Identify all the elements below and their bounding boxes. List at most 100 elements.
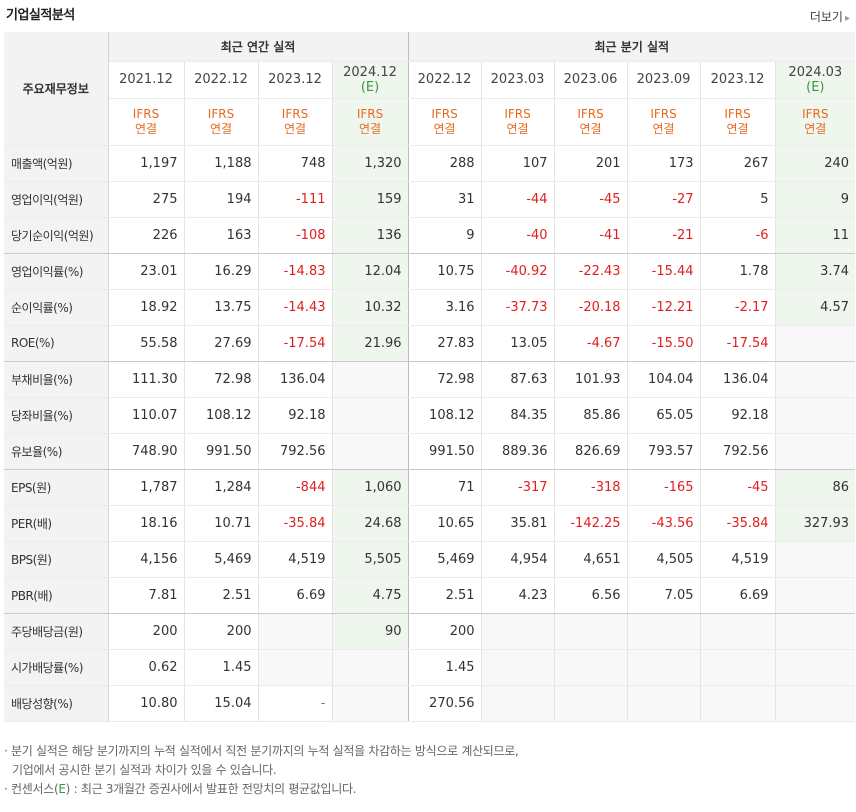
row-label: 순이익률(%) (4, 289, 109, 326)
value-cell: 7.81 (108, 577, 185, 614)
ifrs-badge: IFRS 연결 (408, 98, 482, 146)
ifrs-label: IFRS (577, 106, 604, 121)
value-cell: 5,469 (184, 541, 259, 578)
value-cell (258, 613, 333, 650)
row-label: 시가배당률(%) (4, 649, 109, 686)
value-cell (775, 433, 856, 470)
table-row: BPS(원) 4,156 5,469 4,519 5,505 5,469 4,954 4,65… (4, 541, 856, 578)
row-label: 매출액(억원) (4, 145, 109, 182)
value-cell: 1.45 (408, 649, 482, 686)
value-cell: -20.18 (554, 289, 628, 326)
value-cell: 27.69 (184, 325, 259, 362)
consolidated-label: 연결 (506, 121, 529, 136)
more-link[interactable]: 더보기 ▸ (810, 8, 850, 25)
value-cell (627, 685, 701, 722)
value-cell: 2.51 (408, 577, 482, 614)
footnote-consensus-post: ) : 최근 3개월간 증권사에서 발표한 전망치의 평균값입니다. (65, 782, 357, 796)
ifrs-header-row: IFRS 연결 IFRS 연결 IFRS 연결 IFRS 연결 IFRS 연결 IFRS 연결 IFRS… (4, 98, 856, 146)
value-cell: 107 (481, 145, 555, 182)
value-cell: -27 (627, 181, 701, 218)
value-cell: 5 (700, 181, 776, 218)
ifrs-badge: IFRS 연결 (554, 98, 628, 146)
value-cell: 748 (258, 145, 333, 182)
value-cell: 101.93 (554, 361, 628, 398)
table-row: 배당성향(%) 10.80 15.04- 270.56 (4, 685, 856, 722)
period-label: 2021.12 (119, 72, 173, 87)
period-header: 2023.03 (481, 61, 555, 99)
value-cell: 10.71 (184, 505, 259, 542)
value-cell: 31 (408, 181, 482, 218)
value-cell: 6.69 (258, 577, 333, 614)
estimate-marker: (E) (806, 79, 825, 95)
value-cell (258, 649, 333, 686)
value-cell: 1,787 (108, 469, 185, 506)
period-header: 2024.03 (E) (775, 61, 856, 99)
value-cell: 13.75 (184, 289, 259, 326)
value-cell: -17.54 (258, 325, 333, 362)
value-cell: 200 (408, 613, 482, 650)
row-label: PER(배) (4, 505, 109, 542)
value-cell: 72.98 (184, 361, 259, 398)
value-cell: 5,505 (332, 541, 409, 578)
ifrs-label: IFRS (504, 106, 531, 121)
period-header: 2023.09 (627, 61, 701, 99)
value-cell: 87.63 (481, 361, 555, 398)
value-cell: 173 (627, 145, 701, 182)
value-cell: -35.84 (700, 505, 776, 542)
value-cell: 240 (775, 145, 856, 182)
value-cell: 267 (700, 145, 776, 182)
value-cell: -22.43 (554, 253, 628, 290)
row-label: 유보율(%) (4, 433, 109, 470)
value-cell: 159 (332, 181, 409, 218)
value-cell: 72.98 (408, 361, 482, 398)
value-cell (627, 613, 701, 650)
value-cell: 71 (408, 469, 482, 506)
value-cell: 10.65 (408, 505, 482, 542)
value-cell (775, 397, 856, 434)
value-cell: 4,651 (554, 541, 628, 578)
ifrs-label: IFRS (431, 106, 458, 121)
value-cell: -14.43 (258, 289, 333, 326)
value-cell: 18.16 (108, 505, 185, 542)
value-cell: 92.18 (258, 397, 333, 434)
consolidated-label: 연결 (358, 121, 382, 136)
value-cell: 327.93 (775, 505, 856, 542)
value-cell: 90 (332, 613, 409, 650)
value-cell: 13.05 (481, 325, 555, 362)
ifrs-badge: IFRS 연결 (627, 98, 701, 146)
row-label: BPS(원) (4, 541, 109, 578)
row-label: 영업이익률(%) (4, 253, 109, 290)
row-label: EPS(원) (4, 469, 109, 506)
footnote-quarterly: · 분기 실적은 해당 분기까지의 누적 실적에서 직전 분기까지의 누적 실적… (4, 744, 519, 758)
value-cell: 889.36 (481, 433, 555, 470)
value-cell: 200 (108, 613, 185, 650)
table-row: 당좌비율(%) 110.07 108.12 92.18 108.12 84.35 85.86… (4, 397, 856, 434)
value-cell: 4,954 (481, 541, 555, 578)
value-cell (332, 397, 409, 434)
table-row: 영업이익률(%) 23.01 16.29 -14.83 12.04 10.75 -40.92… (4, 253, 856, 290)
value-cell: -45 (554, 181, 628, 218)
ifrs-badge: IFRS 연결 (258, 98, 333, 146)
table-row: 당기순이익(억원) 226 163 -108 136 9 -40 -41 -21 -6 11 (4, 217, 856, 254)
footnote-consensus-pre: · 컨센서스( (4, 782, 59, 796)
value-cell: 6.69 (700, 577, 776, 614)
ifrs-badge: IFRS 연결 (332, 98, 409, 146)
period-label: 2023.12 (268, 72, 322, 87)
period-label: 2022.12 (417, 72, 472, 87)
value-cell (332, 649, 409, 686)
section-header: 기업실적분석 더보기 ▸ (0, 0, 856, 30)
value-cell: 1,197 (108, 145, 185, 182)
value-cell: -2.17 (700, 289, 776, 326)
value-cell (775, 685, 856, 722)
value-cell: 92.18 (700, 397, 776, 434)
table-row: 영업이익(억원) 275 194 -111 159 31 -44 -45 -27 5 9 (4, 181, 856, 218)
value-cell: 270.56 (408, 685, 482, 722)
row-label: 영업이익(억원) (4, 181, 109, 218)
value-cell (775, 577, 856, 614)
value-cell (775, 613, 856, 650)
table-row: ROE(%) 55.58 27.69 -17.54 21.96 27.83 13.05 -4.… (4, 325, 856, 362)
value-cell: 275 (108, 181, 185, 218)
value-cell (481, 649, 555, 686)
period-label: 2023.06 (563, 72, 618, 87)
value-cell: 4.57 (775, 289, 856, 326)
